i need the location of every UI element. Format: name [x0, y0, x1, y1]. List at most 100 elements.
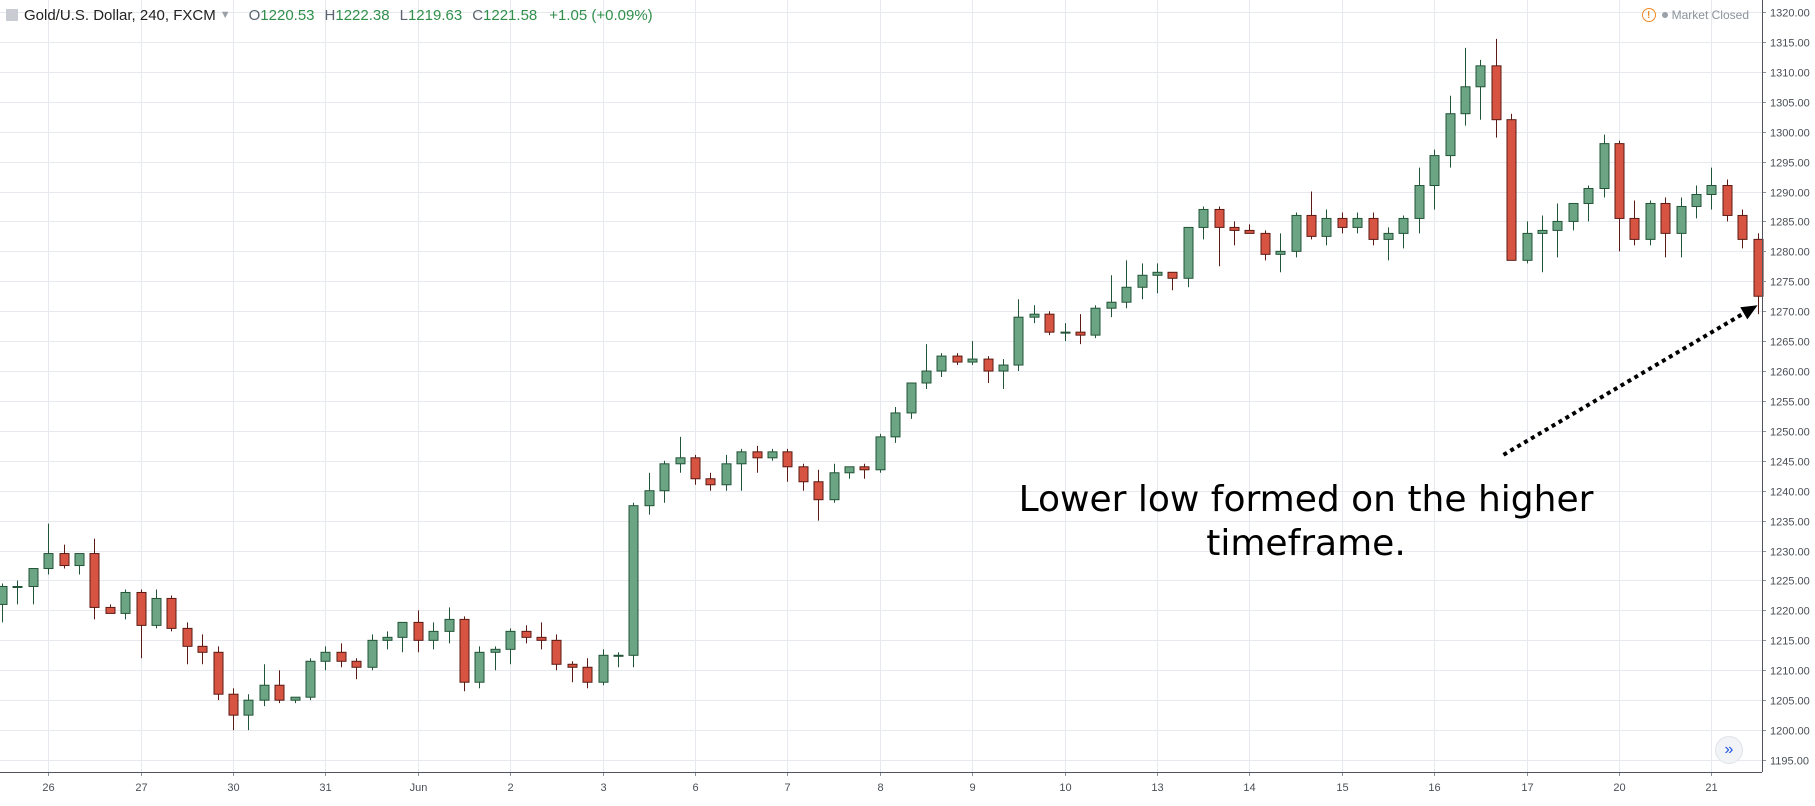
candle-up: [736, 448, 747, 491]
candle-down: [1753, 233, 1764, 315]
candle-down: [798, 463, 809, 491]
candle-down: [752, 445, 763, 473]
candle-body: [197, 645, 208, 653]
candle-body: [1460, 86, 1471, 115]
candle-up: [890, 406, 901, 443]
symbol-label[interactable]: Gold/U.S. Dollar, 240, FXCM: [24, 6, 216, 24]
x-tick-label: 14: [1243, 782, 1255, 794]
symbol-header: Gold/U.S. Dollar, 240, FXCM ▼ O1220.53 H…: [0, 0, 653, 30]
candle-up: [505, 628, 516, 665]
y-tick-label: 1305.00: [1770, 98, 1810, 110]
x-tick-label: 30: [227, 782, 239, 794]
y-tick-label: 1220.00: [1770, 606, 1810, 618]
candle-down: [690, 454, 701, 485]
candle-body: [1414, 185, 1425, 219]
market-status[interactable]: ! Market Closed: [1641, 8, 1749, 22]
candle-body: [213, 651, 224, 695]
candle-down: [1660, 197, 1671, 258]
candle-body: [1152, 271, 1163, 276]
x-tick-label: 26: [42, 782, 54, 794]
candle-down: [351, 658, 362, 680]
candle-body: [551, 639, 562, 665]
candle-down: [813, 469, 824, 521]
chevron-down-icon[interactable]: ▼: [219, 9, 231, 21]
candle-up: [1398, 215, 1409, 249]
x-tick-label: 17: [1521, 782, 1533, 794]
candle-down: [182, 622, 193, 665]
candle-up: [1106, 275, 1117, 318]
candle-up: [1676, 197, 1687, 258]
candle-down: [274, 670, 285, 704]
candle-body: [1629, 217, 1640, 240]
candle-up: [721, 454, 732, 491]
candle-body: [74, 553, 85, 567]
candle-up: [1198, 206, 1209, 240]
candle-up: [290, 696, 301, 704]
candle-body: [521, 630, 532, 638]
candle-body: [182, 627, 193, 647]
candle-body: [1075, 331, 1086, 336]
candle-up: [998, 359, 1009, 389]
candle-up: [0, 583, 8, 623]
annotation-arrow-line: [1502, 311, 1745, 457]
candle-down: [1368, 212, 1379, 246]
candle-up: [967, 341, 978, 366]
candle-down: [1629, 200, 1640, 246]
candle-body: [136, 591, 147, 626]
candle-up: [382, 631, 393, 650]
candle-up: [1429, 149, 1440, 210]
candle-down: [1167, 271, 1178, 291]
candle-down: [551, 634, 562, 671]
candle-body: [367, 639, 378, 668]
candle-down: [1614, 140, 1625, 252]
candle-body: [1737, 214, 1748, 240]
x-tick-label: 21: [1705, 782, 1717, 794]
candle-body: [952, 355, 963, 363]
candle-body: [1691, 193, 1702, 207]
candle-down: [1722, 179, 1733, 222]
candle-body: [1291, 214, 1302, 252]
candle-down: [197, 634, 208, 665]
candle-down: [1075, 314, 1086, 345]
candle-body: [1106, 301, 1117, 309]
candle-body: [690, 457, 701, 480]
candle-body: [1445, 113, 1456, 157]
candle-body: [1167, 271, 1178, 279]
y-tick-label: 1250.00: [1770, 427, 1810, 439]
x-tick-label: 27: [135, 782, 147, 794]
candle-up: [397, 621, 408, 653]
scroll-to-realtime-button[interactable]: »: [1715, 736, 1743, 764]
candle-down: [459, 616, 470, 692]
candle-body: [1368, 217, 1379, 240]
candle-body: [983, 358, 994, 372]
candle-body: [1198, 208, 1209, 228]
candles: [0, 38, 1764, 731]
candle-up: [1645, 200, 1656, 246]
candle-body: [1398, 217, 1409, 234]
candle-body: [644, 490, 655, 507]
candle-body: [906, 382, 917, 414]
candle-body: [1229, 226, 1240, 231]
candle-body: [1214, 208, 1225, 228]
candle-up: [490, 646, 501, 671]
x-tick-label: 6: [692, 782, 698, 794]
candle-body: [105, 606, 116, 614]
candle-up: [1183, 226, 1194, 288]
candle-body: [351, 660, 362, 668]
candle-up: [659, 460, 670, 503]
market-status-label: Market Closed: [1671, 8, 1749, 22]
candle-body: [921, 370, 932, 384]
candle-body: [782, 451, 793, 468]
candle-down: [213, 646, 224, 701]
candle-body: [628, 505, 639, 656]
y-tick-label: 1215.00: [1770, 636, 1810, 648]
candle-down: [536, 622, 547, 650]
candle-down: [1044, 311, 1055, 336]
candle-body: [1044, 313, 1055, 333]
candle-up: [875, 433, 886, 473]
open-value: 1220.53: [260, 6, 315, 24]
y-tick-label: 1195.00: [1770, 756, 1809, 768]
candle-up: [644, 472, 655, 515]
